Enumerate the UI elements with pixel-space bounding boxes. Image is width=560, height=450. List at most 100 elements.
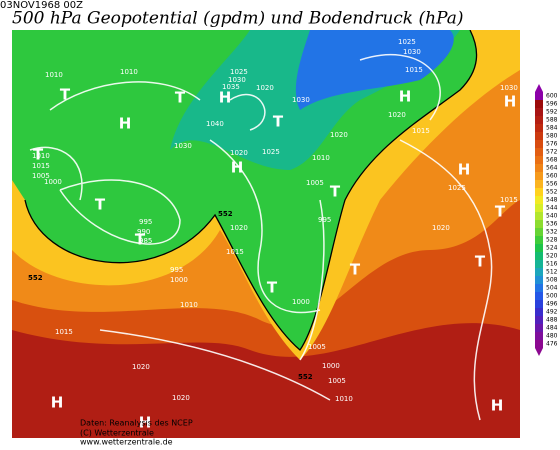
pressure-center: H xyxy=(51,394,64,412)
colorbar-label: 500 xyxy=(546,293,558,300)
pressure-center: T xyxy=(60,86,71,104)
isobar-label: 1030 xyxy=(174,142,192,150)
colorbar-swatch xyxy=(535,228,543,236)
pressure-center: H xyxy=(219,89,232,107)
colorbar-label: 568 xyxy=(546,157,558,164)
colorbar-swatch xyxy=(535,244,543,252)
colorbar-swatch xyxy=(535,100,543,108)
colorbar-swatch xyxy=(535,140,543,148)
isobar-label: 1015 xyxy=(32,162,50,170)
band xyxy=(295,30,454,110)
colorbar-swatch xyxy=(535,300,543,308)
pressure-center: T xyxy=(475,253,486,271)
pressure-center: H xyxy=(119,115,132,133)
colorbar-label: 488 xyxy=(546,317,558,324)
colorbar-label: 480 xyxy=(546,333,558,340)
pressure-center: T xyxy=(33,146,44,164)
colorbar-swatch xyxy=(535,292,543,300)
colorbar-swatch xyxy=(535,308,543,316)
pressure-center: T xyxy=(135,231,146,249)
colorbar-swatch xyxy=(535,196,543,204)
isobar-label: 1010 xyxy=(180,301,198,309)
colorbar: 6005965925885845805765725685645605565525… xyxy=(535,84,558,356)
contour-label: 552 xyxy=(218,210,233,218)
isobar-label: 995 xyxy=(139,218,152,226)
colorbar-label: 504 xyxy=(546,285,558,292)
pressure-center: T xyxy=(350,261,361,279)
pressure-center: T xyxy=(175,89,186,107)
colorbar-label: 544 xyxy=(546,205,558,212)
colorbar-swatch xyxy=(535,332,543,340)
contour-label: 552 xyxy=(28,274,43,282)
colorbar-swatch xyxy=(535,220,543,228)
colorbar-arrow xyxy=(535,348,543,356)
isobar-label: 1030 xyxy=(292,96,310,104)
isobar-label: 1015 xyxy=(226,248,244,256)
isobar-label: 1000 xyxy=(322,362,340,370)
isobar-label: 995 xyxy=(318,216,331,224)
isobar-label: 1010 xyxy=(120,68,138,76)
colorbar-label: 548 xyxy=(546,197,558,204)
colorbar-swatch xyxy=(535,108,543,116)
isobar-label: 990 xyxy=(137,228,150,236)
colorbar-label: 560 xyxy=(546,173,558,180)
map xyxy=(12,30,520,438)
colorbar-swatch xyxy=(535,236,543,244)
colorbar-swatch xyxy=(535,124,543,132)
colorbar-label: 492 xyxy=(546,309,558,316)
isobar-label: 1005 xyxy=(32,172,50,180)
pressure-center: T xyxy=(95,196,106,214)
contour-label: 552 xyxy=(298,373,313,381)
isobar-label: 1030 xyxy=(403,48,421,56)
pressure-center: H xyxy=(491,397,504,415)
colorbar-swatch xyxy=(535,212,543,220)
colorbar-label: 520 xyxy=(546,253,558,260)
isobar-label: 1015 xyxy=(500,196,518,204)
map-labels: 1010 1010 1025 1030 1015 1025 1030 1035 1020 1030… xyxy=(28,38,518,432)
isobar xyxy=(29,54,493,421)
colorbar-swatch xyxy=(535,276,543,284)
isobar-label: 1010 xyxy=(312,154,330,162)
isobar-label: 1020 xyxy=(230,149,248,157)
isobar-label: 1000 xyxy=(44,178,62,186)
isobar-label: 1035 xyxy=(222,83,240,91)
map-title: 500 hPa Geopotential (gpdm) und Bodendru… xyxy=(12,9,464,29)
isobar-label: 985 xyxy=(139,237,152,245)
colorbar-label: 576 xyxy=(546,141,558,148)
colorbar-swatch xyxy=(535,172,543,180)
footer-line: www.wetterzentrale.de xyxy=(80,438,173,447)
isobar-label: 1020 xyxy=(132,363,150,371)
colorbar-label: 496 xyxy=(546,301,558,308)
pressure-center: T xyxy=(495,203,506,221)
colorbar-swatch xyxy=(535,324,543,332)
colorbar-label: 508 xyxy=(546,277,558,284)
isobar-label: 1000 xyxy=(292,298,310,306)
footer-line: Daten: Reanalysis des NCEP xyxy=(80,419,193,428)
isobar-label: 1025 xyxy=(398,38,416,46)
colorbar-label: 584 xyxy=(546,125,558,132)
isobar-label: 1025 xyxy=(262,148,280,156)
colorbar-label: 476 xyxy=(546,341,558,348)
colorbar-swatch xyxy=(535,156,543,164)
colorbar-label: 564 xyxy=(546,165,558,172)
colorbar-swatch xyxy=(535,92,543,100)
colorbar-swatch xyxy=(535,188,543,196)
isobar-label: 1020 xyxy=(432,224,450,232)
colorbar-swatch xyxy=(535,316,543,324)
colorbar-label: 592 xyxy=(546,109,558,116)
colorbar-label: 552 xyxy=(546,189,558,196)
isobar-label: 1010 xyxy=(45,71,63,79)
colorbar-label: 572 xyxy=(546,149,558,156)
colorbar-label: 536 xyxy=(546,221,558,228)
isobar-label: 1005 xyxy=(306,179,324,187)
isobar-label: 995 xyxy=(170,266,183,274)
isobar-label: 1020 xyxy=(256,84,274,92)
isobar-label: 1010 xyxy=(32,152,50,160)
pressure-center: H xyxy=(399,88,412,106)
isobar-label: 1025 xyxy=(230,68,248,76)
colorbar-swatch xyxy=(535,148,543,156)
colorbar-label: 516 xyxy=(546,261,558,268)
colorbar-label: 528 xyxy=(546,237,558,244)
colorbar-swatch xyxy=(535,252,543,260)
